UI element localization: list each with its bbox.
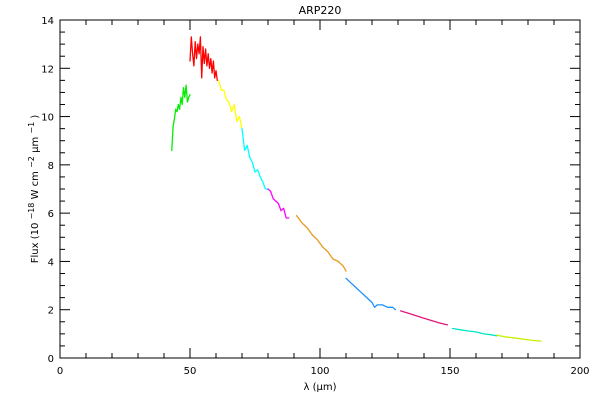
series-group: [171, 36, 542, 342]
spectrum-segment-4: [241, 127, 269, 190]
x-tick-label: 100: [310, 366, 329, 377]
chart-title: ARP220: [299, 4, 342, 17]
x-tick-label: 150: [440, 366, 459, 377]
y-tick-label: 12: [41, 64, 54, 75]
spectrum-segment-3: [217, 79, 243, 130]
y-axis-label: Flux (10 −18 W cm −2 μm −1 ): [26, 115, 41, 264]
y-tick-label: 8: [48, 161, 54, 172]
spectrum-segment-10: [496, 334, 542, 342]
y-tick-label: 0: [48, 354, 54, 365]
y-tick-label: 4: [48, 257, 54, 268]
y-label-suffix: ): [30, 115, 41, 119]
spectrum-segment-8: [399, 310, 449, 326]
y-label-middle: W cm: [30, 171, 41, 199]
spectrum-segment-9: [451, 327, 498, 337]
x-axis-label: λ (μm): [303, 382, 336, 393]
y-label-exp2: −2: [27, 156, 36, 168]
y-label-exp3: −1: [27, 122, 36, 134]
y-tick-label: 14: [41, 16, 54, 27]
y-tick-label: 2: [48, 306, 54, 317]
spectrum-segment-1: [171, 84, 191, 152]
spectrum-segment-5: [267, 188, 290, 219]
y-tick-label: 6: [48, 209, 54, 220]
y-tick-label: 10: [41, 113, 54, 124]
spectrum-segment-7: [345, 277, 397, 311]
spectrum-segment-2: [189, 36, 218, 82]
axis-tick-labels: 0 50 100 150 200 0 2 4 6 8 10 12 14: [41, 16, 589, 377]
axis-ticks: [59, 19, 581, 359]
spectrum-segment-6: [295, 214, 347, 272]
y-label-mu: μm: [30, 137, 41, 153]
x-tick-label: 200: [570, 366, 589, 377]
x-tick-label: 0: [57, 366, 63, 377]
y-label-exp1: −18: [27, 203, 36, 220]
y-label-prefix: Flux (10: [30, 223, 41, 264]
x-tick-label: 50: [184, 366, 197, 377]
